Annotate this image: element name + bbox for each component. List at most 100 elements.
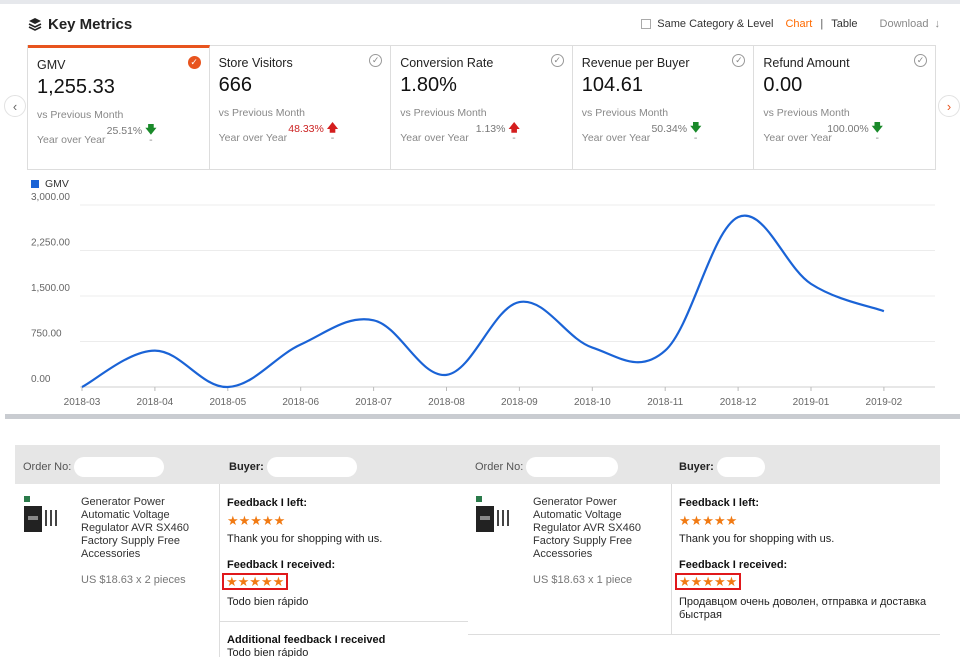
check-circle-icon[interactable]: ✓ — [913, 54, 927, 67]
legend-swatch-gmv — [31, 180, 39, 188]
yoy-value: - — [875, 132, 879, 144]
metric-name: Refund Amount — [763, 56, 850, 70]
metric-value: 1.80% — [400, 74, 457, 96]
row-divider — [468, 634, 940, 635]
vs-previous-month-label: vs Previous Month — [763, 107, 850, 119]
product-thumbnail[interactable] — [22, 496, 64, 538]
metric-card-conversion-rate[interactable]: Conversion Rate 1.80% vs Previous Month … — [391, 46, 573, 169]
table-tab[interactable]: Table — [831, 18, 858, 30]
x-tick-label: 2018-10 — [574, 397, 611, 408]
feedback-left-text: Thank you for shopping with us. — [227, 533, 383, 545]
mom-percent: 50.34% — [651, 122, 688, 135]
year-over-year-label: Year over Year — [400, 132, 469, 144]
mom-change: 25.51% 🡇 — [107, 121, 157, 140]
metric-card-gmv[interactable]: GMV 1,255.33 vs Previous Month 25.51% 🡇 … — [28, 45, 210, 169]
chevron-right-icon: › — [946, 98, 952, 114]
product-name-link[interactable]: Generator Power Automatic Voltage Regula… — [533, 496, 642, 560]
layers-icon — [28, 18, 42, 31]
carousel-prev-button[interactable]: ‹ — [4, 95, 26, 117]
year-over-year-label: Year over Year — [37, 134, 106, 146]
buyer-redacted — [716, 457, 765, 477]
check-circle-icon[interactable]: ✓ — [732, 54, 746, 67]
x-tick-label: 2018-08 — [428, 397, 465, 408]
order-no-redacted — [74, 457, 165, 477]
x-tick-label: 2018-11 — [647, 397, 683, 408]
feedback-received-text: Todo bien rápido — [227, 596, 309, 608]
feedback-left-label: Feedback I left: — [227, 497, 308, 509]
page-title: Key Metrics — [48, 16, 133, 33]
metric-name: Revenue per Buyer — [581, 56, 690, 70]
y-tick-label: 0.00 — [31, 374, 51, 385]
header-controls: Same Category & Level Chart | Table Down… — [641, 18, 940, 30]
mom-percent: 48.33% — [288, 122, 324, 135]
x-tick-label: 2018-06 — [282, 397, 319, 408]
vs-previous-month-label: vs Previous Month — [400, 107, 487, 119]
legend-label-gmv: GMV — [45, 178, 69, 190]
yoy-value: - — [512, 132, 516, 144]
product-thumbnail[interactable] — [474, 496, 516, 538]
chart-legend[interactable]: GMV — [31, 178, 69, 190]
arrow-up-icon: 🡅 — [508, 122, 520, 134]
feedback-received-stars: ★★★★★ — [222, 573, 289, 590]
additional-feedback-label: Additional feedback I received — [227, 634, 386, 646]
chart-tab[interactable]: Chart — [785, 18, 813, 30]
y-tick-label: 3,000.00 — [31, 192, 70, 203]
arrow-up-icon: 🡅 — [326, 122, 339, 134]
mom-percent: 25.51% — [106, 124, 143, 137]
feedback-column-divider — [671, 484, 672, 634]
gmv-line-chart: 0.00 750.00 1,500.00 2,250.00 3,000.00 2018-0… — [31, 192, 935, 408]
key-metrics-header: Key Metrics Same Category & Level Chart … — [28, 14, 940, 38]
metric-name: Store Visitors — [218, 56, 293, 70]
x-tick-label: 2018-03 — [64, 397, 101, 408]
chevron-left-icon: ‹ — [12, 98, 18, 114]
metric-value: 666 — [218, 74, 252, 96]
mom-change: 1.13% 🡅 — [476, 119, 520, 138]
feedback-received-text: Продавцом очень доволен, отправка и дост… — [679, 596, 927, 621]
series-line-gmv[interactable] — [81, 214, 885, 389]
metric-card-revenue-per-buyer[interactable]: Revenue per Buyer 104.61 vs Previous Mon… — [573, 46, 755, 169]
same-category-checkbox[interactable] — [641, 19, 652, 29]
check-circle-icon[interactable]: ✓ — [369, 54, 383, 67]
x-tick-label: 2019-02 — [866, 397, 903, 408]
metric-name: Conversion Rate — [400, 56, 494, 70]
selected-check-icon[interactable]: ✓ — [187, 56, 201, 69]
order-no-label: Order No: — [23, 461, 72, 473]
vs-previous-month-label: vs Previous Month — [218, 107, 305, 119]
yoy-value: - — [149, 134, 153, 146]
metric-name: GMV — [37, 58, 66, 72]
metric-value: 0.00 — [763, 74, 803, 96]
metric-card-store-visitors[interactable]: Store Visitors 666 vs Previous Month 48.… — [210, 46, 392, 169]
mom-percent: 100.00% — [827, 122, 869, 135]
metric-cards: GMV 1,255.33 vs Previous Month 25.51% 🡇 … — [27, 45, 936, 170]
vs-previous-month-label: vs Previous Month — [37, 109, 124, 121]
x-tick-label: 2018-12 — [720, 397, 757, 408]
year-over-year-label: Year over Year — [763, 132, 832, 144]
mom-percent: 1.13% — [475, 122, 506, 135]
yoy-value: - — [330, 132, 335, 144]
feedback-left-label: Feedback I left: — [679, 497, 760, 509]
product-name-link[interactable]: Generator Power Automatic Voltage Regula… — [81, 496, 190, 560]
feedback-received-stars: ★★★★★ — [675, 573, 742, 590]
order-no-cell: Order No: — [475, 457, 619, 477]
x-tick-label: 2018-09 — [501, 397, 538, 408]
feedback-column-divider — [219, 484, 220, 657]
carousel-next-button[interactable]: › — [938, 95, 960, 117]
tab-separator: | — [820, 18, 824, 30]
buyer-label: Buyer: — [679, 461, 714, 473]
mom-change: 48.33% 🡅 — [288, 119, 338, 138]
buyer-cell: Buyer: — [679, 457, 765, 477]
mom-change: 50.34% 🡇 — [651, 119, 701, 138]
orders-header-bar: Order No: Buyer: Order No: Buyer: — [15, 445, 940, 484]
check-circle-icon[interactable]: ✓ — [550, 54, 564, 67]
arrow-down-icon: 🡇 — [871, 122, 883, 134]
metric-card-refund-amount[interactable]: Refund Amount 0.00 vs Previous Month 100… — [754, 46, 935, 169]
y-tick-label: 1,500.00 — [31, 283, 70, 294]
feedback-left-text: Thank you for shopping with us. — [679, 533, 835, 545]
download-button[interactable]: Download ↓ — [880, 18, 940, 30]
metric-value: 1,255.33 — [37, 76, 115, 98]
download-icon: ↓ — [934, 18, 941, 30]
vs-previous-month-label: vs Previous Month — [581, 107, 669, 119]
year-over-year-label: Year over Year — [581, 132, 651, 144]
product-price: US $18.63 x 1 piece — [533, 574, 633, 586]
buyer-label: Buyer: — [229, 461, 264, 473]
